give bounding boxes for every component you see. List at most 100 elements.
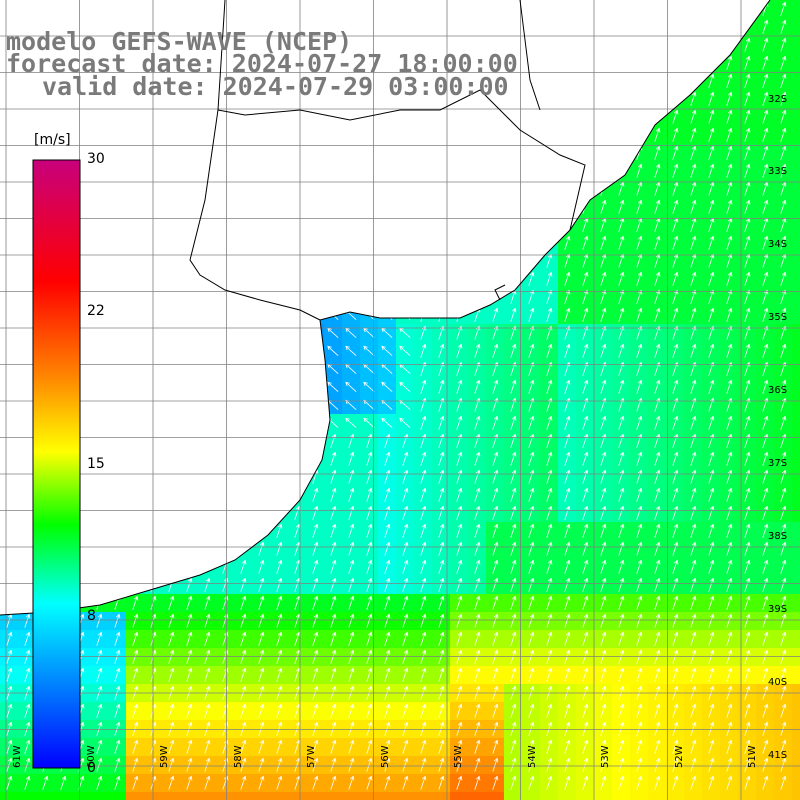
wind-arrow (654, 559, 661, 574)
wind-arrow (708, 145, 715, 160)
wind-arrow (708, 127, 715, 142)
wind-arrow (168, 757, 175, 772)
wind-arrow (780, 127, 787, 142)
wind-arrow (780, 631, 787, 646)
wind-arrow (708, 505, 715, 520)
wind-arrow (510, 541, 517, 556)
field-cell (432, 792, 451, 800)
wind-arrow (780, 415, 787, 430)
wind-arrow (636, 433, 643, 448)
wind-arrow (762, 631, 769, 646)
wind-arrow (366, 595, 373, 610)
wind-arrow (348, 775, 355, 790)
wind-arrow (636, 469, 643, 484)
wind-arrow (600, 199, 607, 214)
wind-arrow (744, 91, 751, 106)
wind-arrow (564, 487, 571, 502)
field-cell (756, 792, 775, 800)
wind-arrow (366, 559, 373, 574)
wind-arrow (654, 343, 661, 358)
wind-arrow (438, 703, 445, 718)
wind-arrow (726, 595, 733, 610)
wind-arrow (420, 721, 427, 736)
field-cell (234, 792, 253, 800)
valid-date: valid date: 2024-07-29 03:00:00 (42, 72, 509, 101)
wind-arrow (600, 307, 607, 322)
wind-arrow (708, 775, 715, 790)
wind-arrow (726, 55, 733, 70)
wind-arrow (618, 469, 625, 484)
wind-arrow (528, 505, 535, 520)
wind-arrow (384, 523, 391, 538)
wind-arrow (600, 559, 607, 574)
wind-arrow (762, 109, 769, 124)
wind-arrow (690, 595, 697, 610)
wind-arrow (546, 541, 553, 556)
field-cell (702, 792, 721, 800)
wind-arrow (312, 595, 319, 610)
wind-arrow (258, 613, 265, 628)
wind-arrow (492, 523, 499, 538)
wind-arrow (762, 523, 769, 538)
wind-arrow (654, 433, 661, 448)
wind-arrow (564, 649, 571, 664)
wind-arrow (762, 757, 769, 772)
wind-arrow (636, 379, 643, 394)
lon-label-59w: 59W (159, 745, 170, 768)
wind-arrow (384, 451, 391, 466)
wind-arrow (708, 757, 715, 772)
field-cell (792, 486, 800, 505)
wind-arrow (474, 775, 481, 790)
wind-arrow (636, 649, 643, 664)
field-cell (216, 792, 235, 800)
wind-arrow (690, 109, 697, 124)
field-cell (792, 522, 800, 541)
wind-arrow (456, 343, 463, 358)
wind-arrow (492, 451, 499, 466)
wind-arrow (327, 345, 339, 357)
wind-arrow (24, 613, 31, 628)
wind-arrow (330, 523, 337, 538)
wind-arrow (60, 775, 67, 790)
wind-arrow (402, 631, 409, 646)
wind-arrow (600, 415, 607, 430)
wind-arrow (780, 55, 787, 70)
wind-arrow (546, 721, 553, 736)
wind-arrow (780, 19, 787, 34)
wind-arrow (672, 289, 679, 304)
wind-arrow (726, 271, 733, 286)
wind-arrow (654, 451, 661, 466)
wind-arrow (363, 417, 375, 429)
wind-arrow (618, 307, 625, 322)
wind-arrow (726, 91, 733, 106)
wind-arrow (510, 739, 517, 754)
wind-arrow (636, 343, 643, 358)
wind-arrow (672, 163, 679, 178)
wind-arrow (6, 775, 13, 790)
wind-arrow (366, 433, 373, 448)
wind-arrow (672, 343, 679, 358)
wind-arrow (672, 667, 679, 682)
wind-arrow (708, 523, 715, 538)
wind-arrow (690, 631, 697, 646)
wind-arrow (564, 613, 571, 628)
field-cell (450, 792, 469, 800)
wind-arrow (744, 163, 751, 178)
wind-arrow (546, 415, 553, 430)
wind-arrow (204, 739, 211, 754)
wind-arrow (528, 577, 535, 592)
wind-arrow (168, 595, 175, 610)
wind-arrow (510, 649, 517, 664)
wind-arrow (546, 775, 553, 790)
wind-arrow (708, 667, 715, 682)
wind-arrow (528, 703, 535, 718)
wind-arrow (366, 739, 373, 754)
wind-arrow (528, 469, 535, 484)
wind-arrow (24, 757, 31, 772)
wind-arrow (330, 721, 337, 736)
wind-arrow (654, 415, 661, 430)
wind-arrow (726, 631, 733, 646)
wind-arrow (672, 721, 679, 736)
wind-arrow (258, 739, 265, 754)
wind-arrow (438, 775, 445, 790)
